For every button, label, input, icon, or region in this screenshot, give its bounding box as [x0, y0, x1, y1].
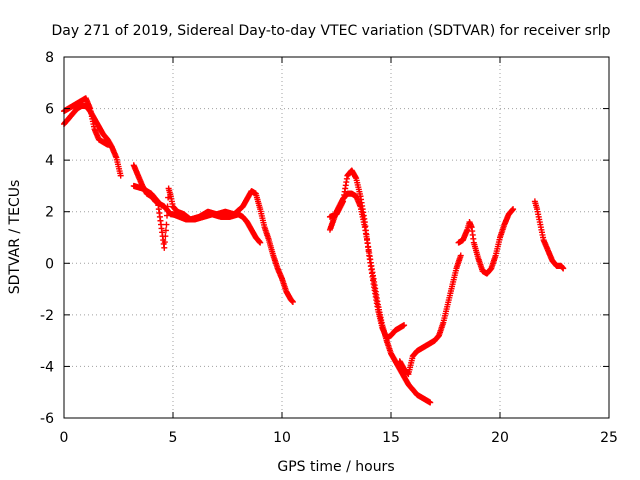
x-tick-label: 5	[169, 430, 178, 446]
x-tick-labels: 0 5 10 15 20 25	[60, 430, 618, 446]
data-point	[427, 399, 434, 406]
grid-lines	[64, 57, 609, 418]
data-point	[162, 233, 169, 240]
data-point	[401, 322, 408, 329]
x-axis-label: GPS time / hours	[277, 459, 394, 475]
axis-ticks	[63, 56, 610, 419]
data-point	[165, 194, 172, 201]
x-tick-label: 10	[273, 430, 291, 446]
data-points	[61, 95, 567, 406]
y-axis-label: SDTVAR / TECUs	[7, 180, 23, 295]
data-point	[162, 227, 169, 234]
data-point	[257, 239, 264, 246]
y-tick-label: 4	[45, 153, 54, 169]
data-point	[161, 244, 168, 251]
data-point	[457, 252, 464, 259]
y-tick-label: -4	[40, 359, 54, 375]
x-tick-label: 20	[491, 430, 509, 446]
plot-frame	[63, 56, 610, 419]
chart-title: Day 271 of 2019, Sidereal Day-to-day VTE…	[51, 23, 610, 39]
y-tick-label: 6	[45, 102, 54, 118]
data-point	[510, 206, 517, 213]
y-tick-label: -2	[40, 308, 54, 324]
x-tick-label: 0	[60, 430, 69, 446]
y-tick-label: 8	[45, 50, 54, 66]
data-point	[161, 239, 168, 246]
data-point	[106, 141, 113, 148]
data-point	[164, 203, 171, 210]
data-point	[117, 172, 124, 179]
y-tick-label: 2	[45, 205, 54, 221]
data-point	[164, 212, 171, 219]
y-tick-label: -6	[40, 411, 54, 427]
data-point	[560, 265, 567, 272]
data-point	[289, 298, 296, 305]
y-tick-label: 0	[45, 256, 54, 272]
x-tick-label: 15	[382, 430, 400, 446]
x-tick-label: 25	[600, 430, 618, 446]
data-point	[163, 221, 170, 228]
y-tick-labels: -6 -4 -2 0 2 4 6 8	[40, 50, 54, 427]
